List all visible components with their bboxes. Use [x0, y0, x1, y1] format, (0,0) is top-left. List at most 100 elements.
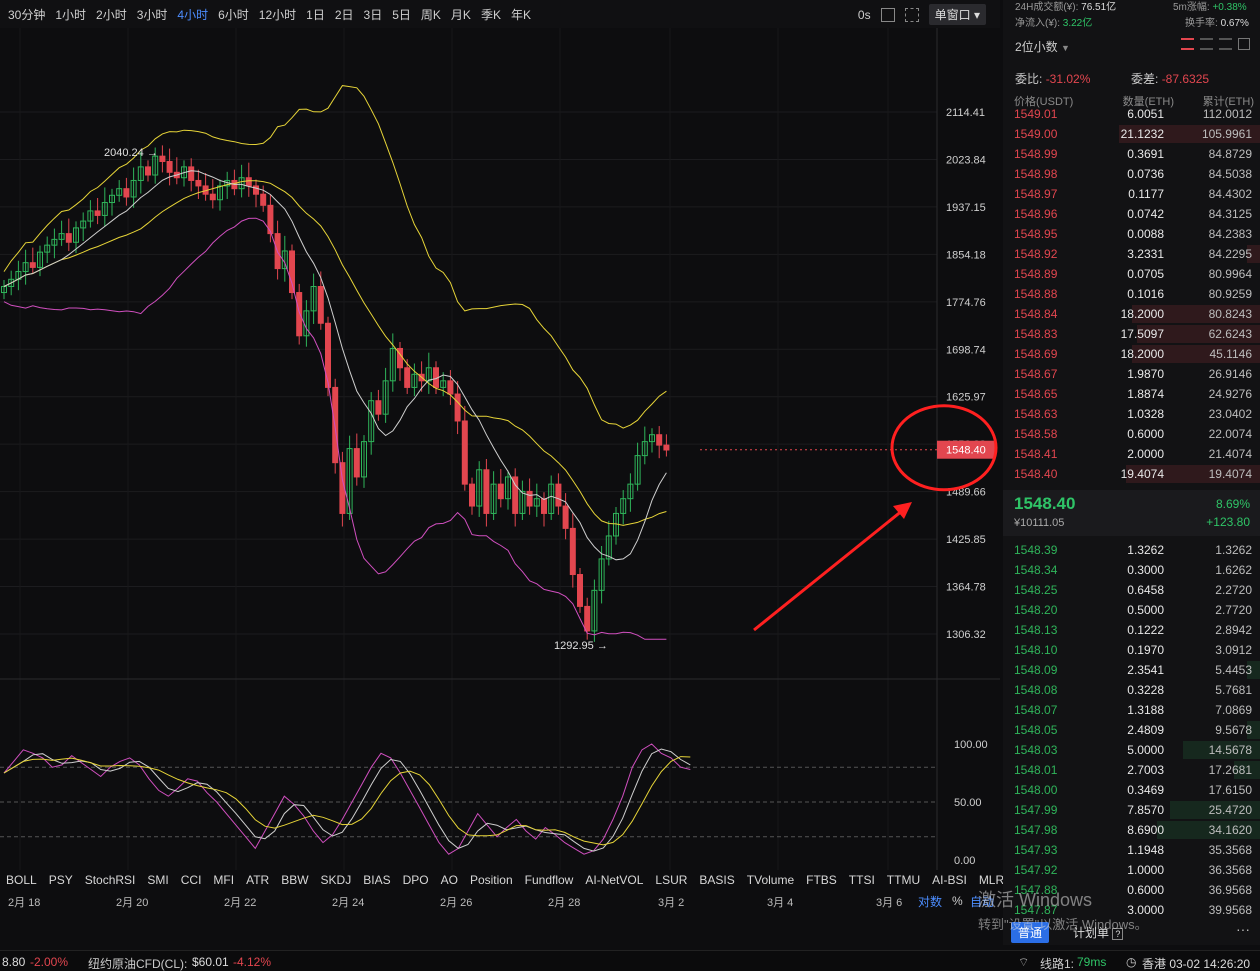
indicator-tab-17[interactable]: TVolume [746, 873, 795, 887]
candle-body [519, 490, 526, 514]
indicator-tab-22[interactable]: MLR [978, 873, 1005, 887]
indicator-tab-1[interactable]: PSY [48, 873, 73, 887]
indicator-tab-16[interactable]: BASIS [699, 873, 735, 887]
bid-row[interactable]: 1548.00 0.3469 17.6150 [1003, 780, 1260, 800]
ask-row[interactable]: 1548.63 1.0328 23.0402 [1003, 404, 1260, 424]
last-price-box: 1548.40 ¥10111.05 8.69% +123.80 [1003, 490, 1260, 536]
indicator-tab-3[interactable]: SMI [147, 873, 169, 887]
timeframe-5[interactable]: 6小时 [218, 7, 249, 22]
bid-row[interactable]: 1548.20 0.5000 2.7720 [1003, 600, 1260, 620]
timeframe-1[interactable]: 1小时 [55, 7, 87, 22]
drawing-tool-icon[interactable] [904, 7, 919, 22]
ask-row[interactable]: 1548.88 0.1016 80.9259 [1003, 284, 1260, 304]
ask-row[interactable]: 1548.83 17.5097 62.6243 [1003, 324, 1260, 344]
indicator-tab-9[interactable]: BIAS [363, 873, 391, 887]
ask-row[interactable]: 1548.89 0.0705 80.9964 [1003, 264, 1260, 284]
percent-scale-toggle[interactable]: % [952, 894, 963, 908]
more-icon[interactable]: ··· [1236, 921, 1250, 937]
bid-row[interactable]: 1547.98 8.6900 34.1620 [1003, 820, 1260, 840]
order-qty: 1.0000 [1127, 863, 1164, 877]
indicator-tab-8[interactable]: SKDJ [320, 873, 352, 887]
ask-row[interactable]: 1549.00 21.1232 105.9961 [1003, 124, 1260, 144]
log-scale-toggle[interactable]: 对数 [918, 894, 943, 909]
expand-icon[interactable] [1238, 38, 1250, 50]
bid-row[interactable]: 1547.99 7.8570 25.4720 [1003, 800, 1260, 820]
indicator-tab-21[interactable]: AI-BSI [932, 873, 967, 887]
bid-row[interactable]: 1547.92 1.0000 36.3568 [1003, 860, 1260, 880]
bid-row[interactable]: 1548.07 1.3188 7.0869 [1003, 700, 1260, 720]
timeframe-14[interactable]: 年K [510, 7, 531, 22]
bid-row[interactable]: 1548.10 0.1970 3.0912 [1003, 640, 1260, 660]
indicator-tab-6[interactable]: ATR [246, 873, 270, 887]
timeframe-9[interactable]: 3日 [363, 7, 383, 22]
ask-row[interactable]: 1548.41 2.0000 21.4074 [1003, 444, 1260, 464]
ask-row[interactable]: 1548.97 0.1177 84.4302 [1003, 184, 1260, 204]
indicator-tab-7[interactable]: BBW [281, 873, 309, 887]
indicator-tab-15[interactable]: LSUR [655, 873, 688, 887]
indicator-tab-4[interactable]: CCI [180, 873, 202, 887]
view-both-icon[interactable] [1181, 38, 1194, 50]
bid-row[interactable]: 1548.13 0.1222 2.8942 [1003, 620, 1260, 640]
timeframe-4[interactable]: 4小时 [177, 7, 209, 22]
timeframe-12[interactable]: 月K [450, 7, 471, 22]
bid-row[interactable]: 1548.25 0.6458 2.2720 [1003, 580, 1260, 600]
indicator-tab-10[interactable]: DPO [402, 873, 429, 887]
bid-row[interactable]: 1548.34 0.3000 1.6262 [1003, 560, 1260, 580]
indicator-tab-0[interactable]: BOLL [6, 873, 37, 887]
bid-row[interactable]: 1547.88 0.6000 36.9568 [1003, 880, 1260, 900]
bid-row[interactable]: 1548.05 2.4809 9.5678 [1003, 720, 1260, 740]
timeframe-0[interactable]: 30分钟 [8, 7, 46, 22]
order-price: 1548.13 [1014, 623, 1058, 637]
decimal-select[interactable]: 2位小数 ▼ [1015, 38, 1070, 55]
timeframe-6[interactable]: 12小时 [258, 7, 297, 22]
indicator-tab-11[interactable]: AO [440, 873, 458, 887]
chart-canvas[interactable]: 2114.41 2023.84 1937.15 1854.18 1774.76 1698.… [0, 28, 1000, 890]
bid-row[interactable]: 1548.08 0.3228 5.7681 [1003, 680, 1260, 700]
ask-row[interactable]: 1549.01 6.0051 112.0012 [1003, 104, 1260, 124]
indicator-tab-13[interactable]: Fundflow [524, 873, 574, 887]
ask-row[interactable]: 1548.98 0.0736 84.5038 [1003, 164, 1260, 184]
ask-row[interactable]: 1548.58 0.6000 22.0074 [1003, 424, 1260, 444]
ask-row[interactable]: 1548.67 1.9870 26.9146 [1003, 364, 1260, 384]
indicator-tab-18[interactable]: FTBS [806, 873, 837, 887]
indicator-tab-20[interactable]: TTMU [886, 873, 921, 887]
cfd-label[interactable]: 纽约原油CFD(CL): [88, 957, 188, 971]
ask-row[interactable]: 1548.65 1.8874 24.9276 [1003, 384, 1260, 404]
help-icon[interactable]: ? [1112, 928, 1124, 940]
bid-row[interactable]: 1547.87 3.0000 39.9568 [1003, 900, 1260, 920]
normal-order-tab[interactable]: 普通 [1011, 922, 1050, 943]
timeframe-7[interactable]: 1日 [306, 7, 325, 22]
ask-row[interactable]: 1548.99 0.3691 84.8729 [1003, 144, 1260, 164]
bid-row[interactable]: 1548.01 2.7003 17.2681 [1003, 760, 1260, 780]
auto-scale-toggle[interactable]: 自动 [970, 894, 995, 909]
ask-row[interactable]: 1548.95 0.0088 84.2383 [1003, 224, 1260, 244]
timeframe-8[interactable]: 2日 [334, 7, 354, 22]
timeframe-3[interactable]: 3小时 [136, 7, 168, 22]
bid-row[interactable]: 1548.09 2.3541 5.4453 [1003, 660, 1260, 680]
bid-row[interactable]: 1547.93 1.1948 35.3568 [1003, 840, 1260, 860]
order-qty: 18.2000 [1120, 347, 1164, 361]
indicator-tab-5[interactable]: MFI [213, 873, 235, 887]
ask-row[interactable]: 1548.96 0.0742 84.3125 [1003, 204, 1260, 224]
indicator-tab-14[interactable]: AI-NetVOL [585, 873, 644, 887]
ask-row[interactable]: 1548.40 19.4074 19.4074 [1003, 464, 1260, 484]
ask-row[interactable]: 1548.84 18.2000 80.8243 [1003, 304, 1260, 324]
timeframe-13[interactable]: 季K [480, 7, 501, 22]
timeframe-10[interactable]: 5日 [392, 7, 411, 22]
kline-chart[interactable]: 2114.41 2023.84 1937.15 1854.18 1774.76 1698.… [0, 28, 1000, 890]
ask-row[interactable]: 1548.92 3.2331 84.2295 [1003, 244, 1260, 264]
line-label[interactable]: 线路1: [1040, 957, 1075, 971]
fullscreen-icon[interactable] [880, 7, 895, 22]
indicator-tab-19[interactable]: TTSI [848, 873, 875, 887]
timeframe-11[interactable]: 周K [420, 7, 441, 22]
window-mode-select[interactable]: 单窗口 ▾ [928, 4, 986, 25]
view-asks-icon[interactable] [1200, 38, 1213, 50]
plan-order-tab[interactable]: 计划单 ? [1073, 924, 1124, 941]
indicator-tab-12[interactable]: Position [469, 873, 513, 887]
indicator-tab-2[interactable]: StochRSI [84, 873, 136, 887]
bid-row[interactable]: 1548.39 1.3262 1.3262 [1003, 540, 1260, 560]
timeframe-2[interactable]: 2小时 [96, 7, 127, 22]
bid-row[interactable]: 1548.03 5.0000 14.5678 [1003, 740, 1260, 760]
ask-row[interactable]: 1548.69 18.2000 45.1146 [1003, 344, 1260, 364]
view-bids-icon[interactable] [1219, 38, 1232, 50]
